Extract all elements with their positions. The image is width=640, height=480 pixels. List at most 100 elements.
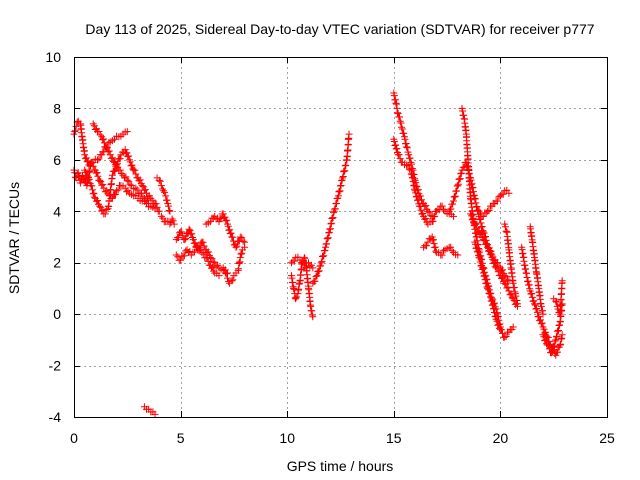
- data-point: [453, 187, 460, 195]
- data-point: [121, 146, 129, 154]
- data-point: [82, 154, 90, 162]
- data-point: [116, 166, 124, 174]
- data-point: [397, 119, 405, 127]
- data-point: [424, 207, 432, 215]
- data-point: [542, 336, 550, 344]
- data-point: [168, 215, 176, 223]
- data-point: [321, 246, 329, 254]
- data-point: [189, 236, 197, 244]
- data-point: [127, 162, 135, 170]
- data-point: [396, 117, 404, 125]
- y-tick-label: -2: [49, 358, 62, 374]
- data-point: [177, 256, 185, 264]
- data-point: [490, 260, 498, 267]
- data-point: [157, 182, 165, 190]
- data-point: [531, 300, 538, 308]
- data-point: [143, 196, 151, 204]
- data-point: [157, 212, 165, 220]
- x-tick-label: 10: [279, 430, 295, 446]
- data-point: [440, 206, 447, 214]
- data-point: [541, 337, 549, 345]
- data-point: [309, 264, 317, 272]
- data-point: [539, 310, 547, 318]
- y-tick-label: 2: [53, 255, 61, 271]
- data-point: [309, 313, 317, 321]
- data-point: [427, 212, 435, 220]
- data-point: [464, 162, 471, 170]
- data-point: [447, 205, 455, 213]
- data-point: [530, 297, 538, 305]
- data-point: [493, 317, 501, 325]
- data-point: [99, 206, 107, 214]
- data-point: [396, 113, 403, 121]
- data-point: [138, 189, 145, 197]
- data-point: [198, 248, 206, 256]
- data-point: [405, 151, 413, 159]
- data-point: [495, 321, 503, 329]
- data-point: [489, 301, 497, 309]
- data-point: [225, 278, 233, 286]
- data-point: [451, 192, 459, 200]
- data-point: [320, 252, 328, 260]
- y-tick-label: 0: [53, 306, 61, 322]
- data-point: [450, 212, 457, 220]
- data-point: [537, 302, 545, 310]
- data-point: [238, 249, 246, 257]
- data-point: [93, 169, 101, 176]
- x-tick-label: 0: [70, 430, 78, 446]
- data-point: [308, 307, 316, 315]
- data-point: [293, 293, 301, 301]
- data-point: [473, 203, 481, 210]
- data-point: [482, 279, 490, 287]
- data-point: [457, 169, 465, 177]
- data-point: [473, 224, 481, 232]
- data-point: [487, 250, 495, 258]
- data-point: [552, 297, 560, 305]
- data-point: [222, 270, 230, 278]
- data-point: [523, 274, 531, 281]
- data-point: [476, 258, 484, 266]
- data-point: [185, 225, 193, 233]
- data-point: [312, 273, 320, 281]
- data-point: [414, 196, 422, 204]
- data-point: [100, 139, 108, 147]
- data-point: [132, 184, 140, 192]
- data-point: [239, 237, 247, 245]
- data-point: [485, 207, 493, 214]
- data-point: [406, 154, 414, 162]
- data-point: [471, 240, 479, 248]
- data-point: [186, 226, 194, 234]
- data-point: [108, 171, 116, 179]
- data-point: [469, 215, 477, 223]
- data-point: [501, 279, 509, 287]
- y-tick-label: 8: [53, 100, 61, 116]
- data-point: [221, 213, 229, 221]
- data-point: [329, 214, 337, 222]
- data-point: [331, 205, 339, 213]
- data-point: [528, 293, 536, 301]
- data-point: [233, 242, 241, 250]
- data-point: [472, 220, 480, 228]
- data-point: [163, 196, 171, 204]
- data-point: [89, 186, 96, 194]
- data-point: [83, 158, 91, 166]
- y-tick-label: -4: [49, 409, 62, 425]
- data-point: [95, 155, 103, 163]
- data-point: [485, 247, 493, 254]
- data-point: [552, 336, 560, 344]
- data-point: [502, 227, 510, 235]
- data-point: [553, 298, 560, 306]
- data-point: [94, 156, 101, 164]
- data-point: [318, 257, 326, 265]
- data-point: [238, 234, 246, 242]
- data-point: [236, 233, 244, 241]
- data-point: [181, 236, 189, 244]
- data-point: [394, 110, 402, 118]
- data-point: [71, 127, 79, 135]
- data-point: [494, 197, 502, 205]
- data-point: [505, 189, 513, 197]
- data-point: [550, 342, 558, 350]
- data-point: [449, 200, 457, 208]
- data-point: [116, 155, 124, 163]
- data-point: [215, 272, 223, 280]
